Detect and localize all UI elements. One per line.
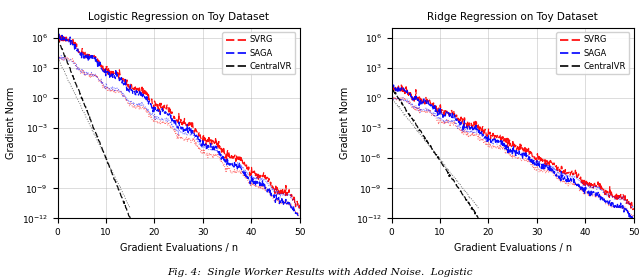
Legend: SVRG, SAGA, CentralVR: SVRG, SAGA, CentralVR (222, 32, 296, 74)
Title: Ridge Regression on Toy Dataset: Ridge Regression on Toy Dataset (428, 12, 598, 22)
Title: Logistic Regression on Toy Dataset: Logistic Regression on Toy Dataset (88, 12, 269, 22)
Text: Fig. 4:  Single Worker Results with Added Noise.  Logistic: Fig. 4: Single Worker Results with Added… (167, 268, 473, 277)
Y-axis label: Gradient Norm: Gradient Norm (6, 87, 16, 159)
X-axis label: Gradient Evaluations / n: Gradient Evaluations / n (454, 243, 572, 253)
Legend: SVRG, SAGA, CentralVR: SVRG, SAGA, CentralVR (556, 32, 629, 74)
X-axis label: Gradient Evaluations / n: Gradient Evaluations / n (120, 243, 237, 253)
Y-axis label: Gradient Norm: Gradient Norm (340, 87, 350, 159)
